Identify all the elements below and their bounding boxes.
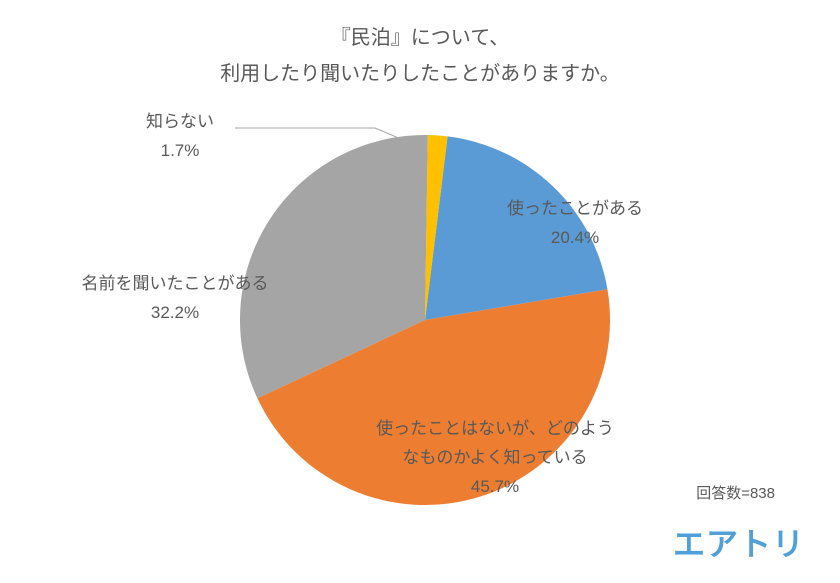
slice-label-text-2: なものかよく知っている — [355, 444, 635, 473]
slice-label-dont-know: 知らない 1.7% — [120, 108, 240, 166]
slice-label-text: 使ったことがある — [475, 195, 675, 224]
slice-label-pct: 45.7% — [355, 473, 635, 502]
slice-label-pct: 20.4% — [475, 224, 675, 253]
brand-logo: エアトリ — [673, 519, 805, 565]
chart-container: 『民泊』について、 利用したり聞いたりしたことがありますか。 使ったことがある … — [0, 0, 840, 583]
slice-label-used: 使ったことがある 20.4% — [475, 195, 675, 253]
slice-label-heard-name: 名前を聞いたことがある 32.2% — [65, 270, 285, 328]
slice-label-pct: 32.2% — [65, 299, 285, 328]
response-count: 回答数=838 — [696, 482, 775, 503]
slice-label-text-1: 使ったことはないが、どのよう — [355, 415, 635, 444]
slice-label-text: 名前を聞いたことがある — [65, 270, 285, 299]
slice-label-text: 知らない — [120, 108, 240, 137]
slice-label-know-well: 使ったことはないが、どのよう なものかよく知っている 45.7% — [355, 415, 635, 502]
slice-label-pct: 1.7% — [120, 137, 240, 166]
